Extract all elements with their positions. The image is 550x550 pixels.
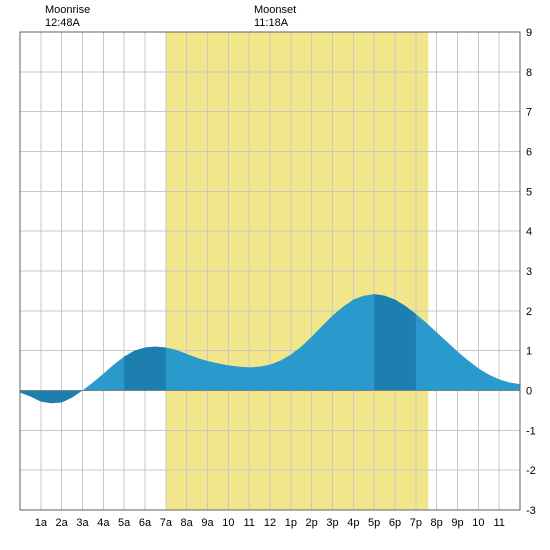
chart-svg: -3-2-101234567891a2a3a4a5a6a7a8a9a101112… <box>0 0 550 550</box>
x-axis-label: 4p <box>347 517 359 529</box>
y-axis-label: 7 <box>526 107 532 119</box>
moonrise-annotation: Moonrise 12:48A <box>45 4 90 30</box>
y-axis-label: 6 <box>526 147 532 159</box>
x-axis-label: 6a <box>139 517 152 529</box>
y-axis-label: -1 <box>526 425 536 437</box>
moonset-annotation: Moonset 11:18A <box>254 4 296 30</box>
moonrise-time: 12:48A <box>45 17 90 30</box>
y-axis-label: 5 <box>526 186 532 198</box>
y-axis-label: 3 <box>526 266 532 278</box>
tide-chart: Moonrise 12:48A Moonset 11:18A -3-2-1012… <box>0 0 550 550</box>
y-axis-label: 9 <box>526 27 532 39</box>
x-axis-label: 9p <box>451 517 463 529</box>
x-axis-label: 2a <box>56 517 69 529</box>
x-axis-label: 10 <box>222 517 234 529</box>
y-axis-label: 4 <box>526 226 532 238</box>
moonset-time: 11:18A <box>254 17 296 30</box>
x-axis-label: 8a <box>181 517 194 529</box>
y-axis-label: 8 <box>526 67 532 79</box>
tide-area-below <box>20 391 83 404</box>
x-axis-label: 9a <box>201 517 214 529</box>
tide-area-dark-band <box>124 347 166 391</box>
x-axis-label: 11 <box>493 517 504 529</box>
x-axis-label: 2p <box>306 517 318 529</box>
y-axis-label: -3 <box>526 505 536 517</box>
x-axis-label: 7a <box>160 517 173 529</box>
x-axis-label: 10 <box>472 517 484 529</box>
y-axis-label: 1 <box>526 346 532 358</box>
x-axis-label: 5a <box>118 517 131 529</box>
x-axis-label: 4a <box>97 517 110 529</box>
moonrise-title: Moonrise <box>45 4 90 17</box>
x-axis-label: 11 <box>243 517 254 529</box>
y-axis-label: 2 <box>526 306 532 318</box>
x-axis-label: 12 <box>264 517 276 529</box>
x-axis-label: 1p <box>285 517 297 529</box>
x-axis-label: 3a <box>76 517 89 529</box>
x-axis-label: 1a <box>35 517 48 529</box>
x-axis-label: 8p <box>431 517 443 529</box>
x-axis-label: 3p <box>326 517 338 529</box>
y-axis-label: 0 <box>526 386 532 398</box>
x-axis-label: 6p <box>389 517 401 529</box>
y-axis-label: -2 <box>526 465 536 477</box>
grid <box>20 32 520 510</box>
x-axis-label: 7p <box>410 517 422 529</box>
moonset-title: Moonset <box>254 4 296 17</box>
x-axis-label: 5p <box>368 517 380 529</box>
